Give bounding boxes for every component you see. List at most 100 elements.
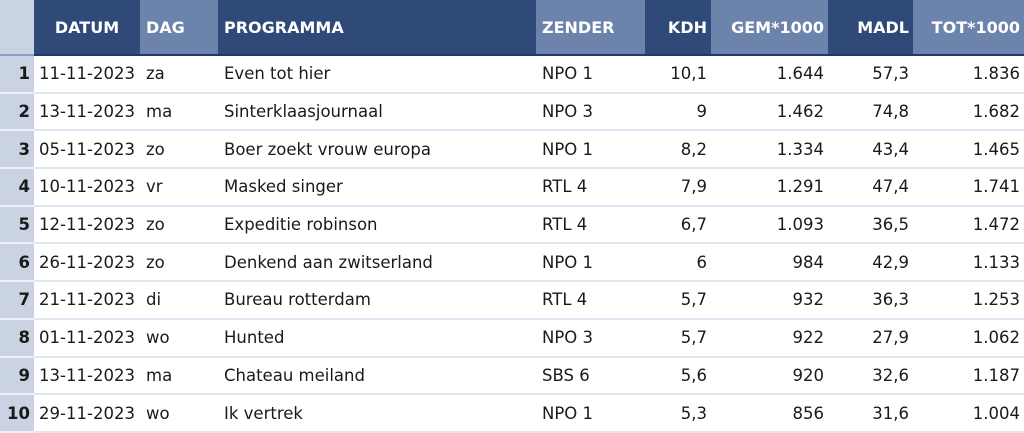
table-row: 4 10-11-2023 vr Masked singer RTL 4 7,9 1.291 4… <box>0 169 1024 207</box>
cell-datum: 13-11-2023 <box>34 94 140 132</box>
cell-kdh: 8,2 <box>645 131 711 170</box>
cell-index: 10 <box>0 395 34 433</box>
cell-gem: 922 <box>711 320 828 358</box>
cell-kdh: 9 <box>645 94 711 132</box>
cell-datum: 26-11-2023 <box>34 244 140 283</box>
cell-gem: 1.644 <box>711 56 828 94</box>
header-madl: MADL <box>828 0 913 56</box>
cell-dag: za <box>140 56 218 94</box>
cell-dag: di <box>140 282 218 320</box>
table-row: 2 13-11-2023 ma Sinterklaasjournaal NPO 3 9 1.… <box>0 93 1024 132</box>
cell-kdh: 10,1 <box>645 56 711 94</box>
cell-kdh: 5,7 <box>645 282 711 320</box>
cell-datum: 13-11-2023 <box>34 358 140 396</box>
cell-programma: Bureau rotterdam <box>218 282 536 320</box>
cell-madl: 42,9 <box>828 244 913 283</box>
cell-gem: 932 <box>711 282 828 320</box>
cell-zender: RTL 4 <box>536 282 645 320</box>
cell-zender: RTL 4 <box>536 169 645 207</box>
cell-madl: 36,5 <box>828 207 913 245</box>
cell-datum: 10-11-2023 <box>34 169 140 207</box>
cell-kdh: 5,7 <box>645 320 711 358</box>
header-index <box>0 0 34 56</box>
cell-zender: NPO 3 <box>536 320 645 358</box>
header-row: DATUM DAG PROGRAMMA ZENDER KDH GEM*1000 … <box>0 0 1024 56</box>
cell-zender: RTL 4 <box>536 207 645 245</box>
cell-kdh: 6 <box>645 244 711 283</box>
table-row: 6 26-11-2023 zo Denkend aan zwitserland NPO … <box>0 244 1024 283</box>
cell-tot: 1.465 <box>913 131 1024 170</box>
cell-index: 7 <box>0 282 34 320</box>
cell-datum: 12-11-2023 <box>34 207 140 245</box>
cell-tot: 1.187 <box>913 358 1024 396</box>
cell-programma: Chateau meiland <box>218 358 536 396</box>
cell-madl: 57,3 <box>828 56 913 94</box>
cell-gem: 920 <box>711 358 828 396</box>
cell-zender: NPO 1 <box>536 395 645 433</box>
cell-zender: NPO 1 <box>536 244 645 283</box>
table-row: 8 01-11-2023 wo Hunted NPO 3 5,7 922 27,9 1.062 <box>0 319 1024 358</box>
cell-madl: 43,4 <box>828 131 913 170</box>
cell-programma: Ik vertrek <box>218 395 536 433</box>
table-row: 3 05-11-2023 zo Boer zoekt vrouw europa NPO … <box>0 131 1024 170</box>
table-row: 9 13-11-2023 ma Chateau meiland SBS 6 5,6 920 3… <box>0 357 1024 396</box>
cell-dag: zo <box>140 244 218 283</box>
cell-index: 6 <box>0 244 34 283</box>
cell-gem: 1.334 <box>711 131 828 170</box>
table-header: DATUM DAG PROGRAMMA ZENDER KDH GEM*1000 … <box>0 0 1024 56</box>
cell-index: 5 <box>0 206 34 245</box>
header-datum: DATUM <box>34 0 140 56</box>
cell-dag: zo <box>140 131 218 170</box>
cell-gem: 1.093 <box>711 207 828 245</box>
header-kdh: KDH <box>645 0 711 56</box>
cell-index: 2 <box>0 93 34 132</box>
cell-madl: 74,8 <box>828 94 913 132</box>
cell-kdh: 5,3 <box>645 395 711 433</box>
cell-datum: 29-11-2023 <box>34 395 140 433</box>
cell-dag: wo <box>140 395 218 433</box>
cell-tot: 1.472 <box>913 207 1024 245</box>
cell-datum: 05-11-2023 <box>34 131 140 170</box>
cell-dag: ma <box>140 358 218 396</box>
header-dag: DAG <box>140 0 218 56</box>
cell-dag: zo <box>140 207 218 245</box>
cell-zender: NPO 1 <box>536 131 645 170</box>
cell-tot: 1.253 <box>913 282 1024 320</box>
cell-gem: 856 <box>711 395 828 433</box>
cell-madl: 47,4 <box>828 169 913 207</box>
cell-programma: Denkend aan zwitserland <box>218 244 536 283</box>
cell-tot: 1.741 <box>913 169 1024 207</box>
cell-madl: 32,6 <box>828 358 913 396</box>
cell-datum: 21-11-2023 <box>34 282 140 320</box>
table-row: 10 29-11-2023 wo Ik vertrek NPO 1 5,3 856 31,6 1… <box>0 395 1024 433</box>
header-gem: GEM*1000 <box>711 0 828 56</box>
cell-tot: 1.836 <box>913 56 1024 94</box>
cell-programma: Even tot hier <box>218 56 536 94</box>
cell-gem: 1.291 <box>711 169 828 207</box>
cell-gem: 1.462 <box>711 94 828 132</box>
cell-tot: 1.682 <box>913 94 1024 132</box>
cell-dag: wo <box>140 320 218 358</box>
cell-dag: vr <box>140 169 218 207</box>
cell-programma: Hunted <box>218 320 536 358</box>
header-programma: PROGRAMMA <box>218 0 536 56</box>
cell-programma: Masked singer <box>218 169 536 207</box>
header-zender: ZENDER <box>536 0 645 56</box>
cell-dag: ma <box>140 94 218 132</box>
cell-programma: Boer zoekt vrouw europa <box>218 131 536 170</box>
table-row: 7 21-11-2023 di Bureau rotterdam RTL 4 5,7 932… <box>0 282 1024 320</box>
cell-tot: 1.004 <box>913 395 1024 433</box>
cell-kdh: 5,6 <box>645 358 711 396</box>
cell-zender: NPO 3 <box>536 94 645 132</box>
cell-index: 3 <box>0 131 34 170</box>
cell-zender: NPO 1 <box>536 56 645 94</box>
cell-zender: SBS 6 <box>536 358 645 396</box>
cell-datum: 11-11-2023 <box>34 56 140 94</box>
cell-madl: 31,6 <box>828 395 913 433</box>
cell-index: 8 <box>0 319 34 358</box>
cell-kdh: 7,9 <box>645 169 711 207</box>
table-row: 5 12-11-2023 zo Expeditie robinson RTL 4 6,7 1… <box>0 206 1024 245</box>
cell-datum: 01-11-2023 <box>34 320 140 358</box>
cell-programma: Sinterklaasjournaal <box>218 94 536 132</box>
